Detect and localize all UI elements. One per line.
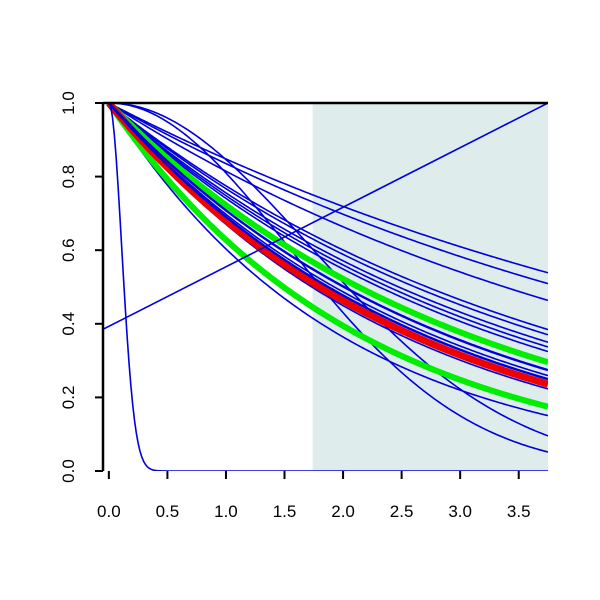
y-tick-label: 0.4 bbox=[59, 312, 78, 336]
series-line-4 bbox=[108, 103, 548, 331]
series-line-20 bbox=[107, 103, 548, 381]
series-line-1 bbox=[108, 103, 548, 274]
x-tick-label: 0.5 bbox=[156, 502, 180, 521]
series-line-7 bbox=[108, 103, 548, 348]
x-tick-label: 1.5 bbox=[273, 502, 297, 521]
y-tick-label: 0.8 bbox=[59, 165, 78, 189]
x-tick-label: 0.0 bbox=[97, 502, 121, 521]
series-line-16 bbox=[106, 103, 548, 366]
x-tick-label: 1.0 bbox=[214, 502, 238, 521]
x-tick-label: 3.5 bbox=[507, 502, 531, 521]
axes: 0.0 0.2 0.4 0.6 0.8 1.0 0.0 0.5 1.0 1.5 2.0 2.5 3.0 3… bbox=[59, 91, 548, 521]
series-line-5 bbox=[108, 103, 548, 336]
series-line-8 bbox=[108, 103, 548, 353]
series-line-13 bbox=[108, 103, 548, 417]
y-tick-label: 0.0 bbox=[59, 459, 78, 483]
x-tick-label: 3.0 bbox=[448, 502, 472, 521]
series-line-22 bbox=[103, 103, 548, 331]
shaded-region bbox=[312, 103, 548, 471]
series-line-15 bbox=[108, 103, 548, 437]
series-group bbox=[103, 103, 548, 471]
series-line-18 bbox=[106, 103, 548, 388]
series-line-19 bbox=[107, 103, 548, 372]
x-tick-label: 2.5 bbox=[390, 502, 414, 521]
series-line-6 bbox=[108, 103, 548, 343]
y-tick-label: 0.6 bbox=[59, 238, 78, 262]
y-tick-label: 0.2 bbox=[59, 386, 78, 410]
y-tick-label: 1.0 bbox=[59, 91, 78, 115]
series-line-17 bbox=[106, 103, 548, 410]
series-line-2 bbox=[108, 103, 548, 285]
series-line-3 bbox=[108, 103, 548, 302]
x-tick-label: 2.0 bbox=[331, 502, 355, 521]
